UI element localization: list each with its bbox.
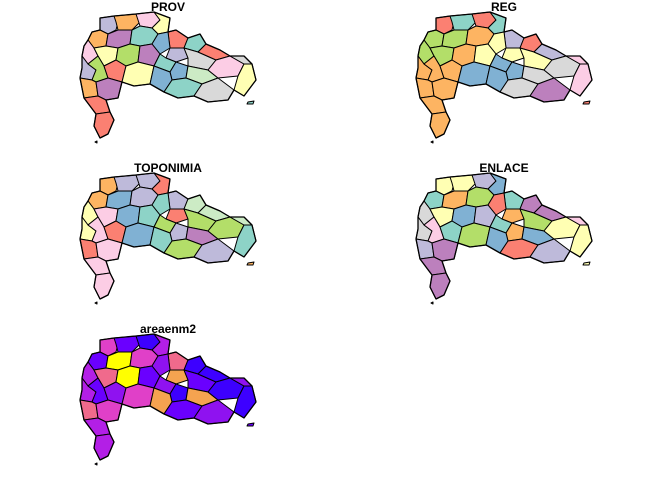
panel-title-enlace: ENLACE	[479, 161, 529, 175]
island-polygon	[246, 100, 255, 105]
panel-title-prov: PROV	[150, 0, 185, 14]
province-polygon	[501, 47, 525, 63]
choropleth-map-toponimia	[79, 172, 257, 305]
map-panel-areaenm2: areaenm2	[48, 322, 288, 472]
province-polygon	[501, 208, 525, 224]
province-polygon	[93, 272, 115, 300]
province-polygon	[487, 192, 507, 216]
province-polygon	[151, 192, 171, 216]
province-polygon	[457, 61, 491, 87]
island-polygon	[94, 140, 98, 144]
choropleth-map-prov	[79, 11, 257, 144]
map-panel-prov: PROV	[48, 0, 288, 150]
country-outline	[79, 172, 257, 300]
map-panel-toponimia: TOPONIMIA	[48, 161, 288, 311]
panel-title-toponimia: TOPONIMIA	[134, 161, 202, 175]
province-polygon	[165, 208, 189, 224]
country-outline	[415, 172, 593, 300]
island-polygon	[582, 100, 591, 105]
island-polygon	[246, 422, 255, 427]
island-polygon	[430, 301, 434, 305]
panel-title-reg: REG	[490, 0, 517, 14]
island-polygon	[430, 140, 434, 144]
choropleth-map-areaenm2	[79, 333, 257, 466]
country-outline	[79, 333, 257, 461]
province-polygon	[121, 222, 155, 248]
map-panel-enlace: ENLACE	[384, 161, 624, 311]
province-polygon	[429, 111, 451, 139]
choropleth-map-enlace	[415, 172, 593, 305]
province-polygon	[151, 31, 171, 55]
country-outline	[415, 11, 593, 139]
island-polygon	[582, 261, 591, 266]
province-polygon	[93, 433, 115, 461]
map-panel-reg: REG	[384, 0, 624, 150]
island-polygon	[94, 462, 98, 466]
country-outline	[79, 11, 257, 139]
choropleth-map-reg	[415, 11, 593, 144]
panel-title-areaenm2: areaenm2	[139, 322, 197, 336]
province-polygon	[487, 31, 507, 55]
province-polygon	[165, 369, 189, 385]
island-polygon	[246, 261, 255, 266]
province-polygon	[121, 61, 155, 87]
province-polygon	[429, 272, 451, 300]
province-polygon	[457, 222, 491, 248]
province-polygon	[121, 383, 155, 409]
province-polygon	[93, 111, 115, 139]
island-polygon	[94, 301, 98, 305]
province-polygon	[151, 353, 171, 377]
province-polygon	[165, 47, 189, 63]
